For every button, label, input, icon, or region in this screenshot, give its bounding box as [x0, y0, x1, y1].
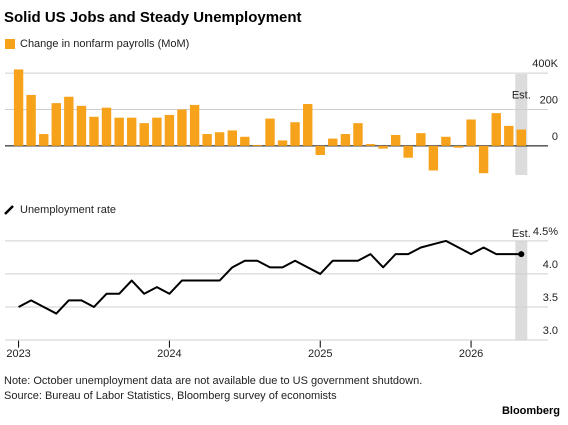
annotation: Est.: [512, 89, 531, 101]
bar: [139, 123, 149, 146]
bar: [315, 145, 325, 155]
bar: [114, 117, 124, 146]
bar: [453, 145, 464, 148]
y-tick-label: 200: [540, 94, 558, 106]
x-tick-label: 2023: [6, 348, 30, 360]
bar: [227, 130, 238, 146]
bar: [478, 145, 489, 174]
y-tick-label: 0: [552, 131, 558, 143]
brand: Bloomberg: [502, 405, 560, 417]
bar: [340, 134, 351, 146]
bar: [290, 122, 300, 146]
bar: [378, 145, 388, 149]
y-tick-label: 4.5%: [533, 226, 558, 238]
bar: [76, 105, 87, 146]
bar: [365, 144, 376, 146]
bar: [428, 145, 439, 171]
bar: [189, 104, 200, 146]
bar: [516, 129, 527, 146]
bar: [403, 145, 413, 158]
bar: [202, 134, 212, 146]
bar: [26, 94, 36, 146]
bar: [328, 138, 338, 146]
y-tick-label: 3.5: [543, 292, 558, 304]
bar: [240, 136, 250, 146]
bar: [416, 133, 426, 146]
bar: [164, 114, 175, 146]
bar: [491, 113, 501, 146]
line: [18, 239, 522, 315]
y-tick-label: 3.0: [543, 325, 558, 337]
bar: [13, 69, 24, 146]
legend-label: Change in nonfarm payrolls (MoM): [20, 38, 189, 50]
legend-label: Unemployment rate: [20, 204, 116, 216]
note: Note: October unemployment data are not …: [4, 375, 422, 387]
bar: [51, 103, 61, 146]
y-tick-label: 400K: [532, 58, 558, 70]
bar: [504, 125, 514, 146]
source: Source: Bureau of Labor Statistics, Bloo…: [4, 390, 337, 402]
bar: [265, 118, 275, 146]
bar: [353, 123, 363, 146]
bar: [390, 134, 401, 146]
estimate-band: [515, 241, 528, 341]
x-tick-label: 2025: [308, 348, 332, 360]
bar: [214, 132, 225, 146]
end-point: [518, 251, 525, 258]
estimate-band: [515, 74, 528, 175]
bar: [177, 109, 187, 146]
chart-title: Solid US Jobs and Steady Unemployment: [4, 9, 302, 26]
bar: [127, 117, 137, 146]
annotation: Est.: [512, 228, 531, 240]
x-tick-label: 2026: [459, 348, 483, 360]
bar: [152, 117, 162, 146]
legend-swatch: [4, 205, 14, 215]
bar: [441, 136, 451, 146]
bar: [39, 134, 49, 146]
bar: [89, 116, 99, 146]
bar: [277, 140, 288, 146]
legend-swatch: [5, 39, 15, 49]
y-tick-label: 4.0: [543, 259, 558, 271]
bar: [252, 144, 263, 146]
bar: [303, 104, 313, 146]
bar: [64, 96, 74, 146]
bar: [466, 119, 476, 146]
bar: [101, 107, 112, 146]
x-tick-label: 2024: [157, 348, 181, 360]
